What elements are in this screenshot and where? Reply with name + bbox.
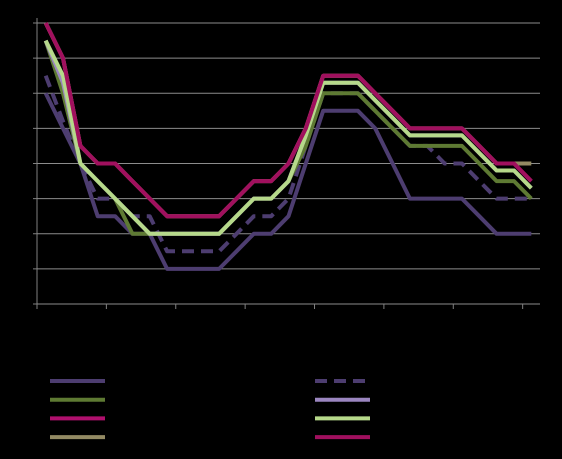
series-line: [43, 22, 533, 219]
series-line: [43, 22, 532, 219]
series-line: [43, 39, 533, 236]
series-line: [43, 22, 533, 219]
series-line: [43, 92, 532, 271]
